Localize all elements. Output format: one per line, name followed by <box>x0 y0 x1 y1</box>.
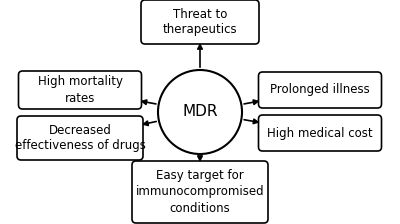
FancyBboxPatch shape <box>17 116 143 160</box>
Text: Easy target for
immunocompromised
conditions: Easy target for immunocompromised condit… <box>136 170 264 215</box>
FancyBboxPatch shape <box>18 71 142 109</box>
Text: MDR: MDR <box>182 105 218 119</box>
FancyBboxPatch shape <box>132 161 268 223</box>
Text: Prolonged illness: Prolonged illness <box>270 84 370 97</box>
FancyBboxPatch shape <box>258 115 382 151</box>
Text: High medical cost: High medical cost <box>267 127 373 140</box>
FancyBboxPatch shape <box>141 0 259 44</box>
Text: High mortality
rates: High mortality rates <box>38 75 122 105</box>
Text: Threat to
therapeutics: Threat to therapeutics <box>163 7 237 37</box>
Ellipse shape <box>158 70 242 154</box>
Text: Decreased
effectiveness of drugs: Decreased effectiveness of drugs <box>14 123 146 153</box>
FancyBboxPatch shape <box>258 72 382 108</box>
